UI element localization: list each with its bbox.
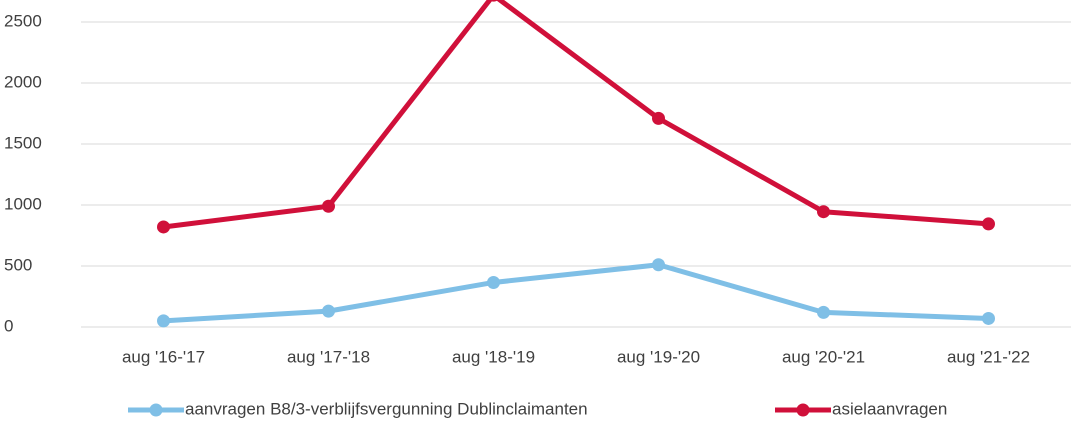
data-point — [157, 314, 170, 328]
x-tick-label: aug '16-'17 — [122, 347, 205, 366]
data-point — [489, 0, 498, 2]
x-tick-label: aug '17-'18 — [287, 347, 370, 366]
data-point — [652, 258, 665, 272]
legend-marker — [149, 403, 163, 417]
legend-label: asielaanvragen — [832, 399, 947, 418]
y-tick-label: 1000 — [4, 194, 42, 213]
data-point — [652, 111, 665, 125]
data-point — [322, 199, 335, 213]
y-tick-label: 2000 — [4, 72, 42, 91]
data-point — [487, 275, 500, 289]
data-point — [982, 217, 995, 231]
legend-marker — [796, 403, 810, 417]
x-tick-label: aug '18-'19 — [452, 347, 535, 366]
y-tick-label: 0 — [4, 316, 13, 335]
y-tick-label: 2500 — [4, 11, 42, 30]
series-line — [163, 262, 989, 324]
data-point — [817, 305, 830, 319]
y-tick-label: 1500 — [4, 133, 42, 152]
x-tick-label: aug '20-'21 — [782, 347, 865, 366]
data-point — [157, 220, 170, 234]
y-tick-label: 500 — [4, 255, 32, 274]
x-tick-label: aug '19-'20 — [617, 347, 700, 366]
data-point — [817, 205, 830, 219]
legend-label: aanvragen B8/3-verblijfsvergunning Dubli… — [185, 399, 588, 418]
x-tick-label: aug '21-'22 — [947, 347, 1030, 366]
series-line — [163, 0, 989, 230]
data-point — [322, 304, 335, 318]
data-point — [982, 311, 995, 325]
